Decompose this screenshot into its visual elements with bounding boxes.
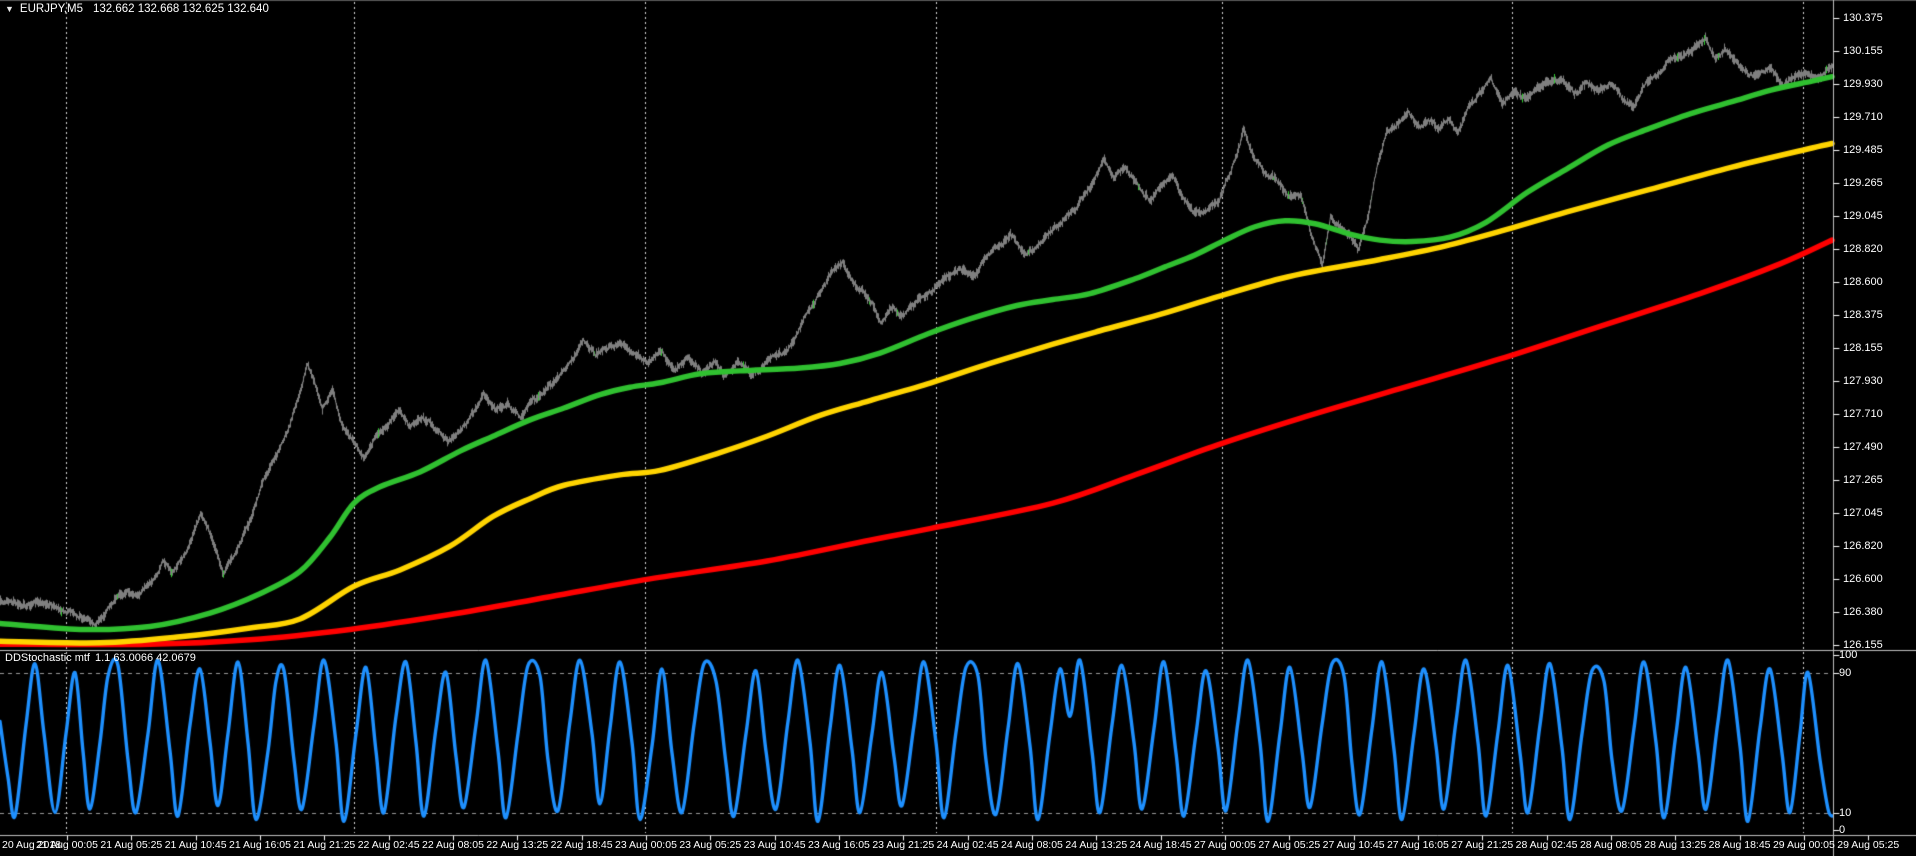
time-axis-label: 29 Aug 00:05 — [1772, 839, 1835, 851]
price-axis-label: 129.710 — [1843, 110, 1883, 123]
time-axis-label: 24 Aug 02:45 — [936, 839, 999, 851]
price-axis-label: 127.930 — [1843, 375, 1883, 388]
indicator-axis-label: 10 — [1839, 806, 1852, 819]
time-axis-label: 28 Aug 18:45 — [1708, 839, 1771, 851]
price-axis-label: 127.490 — [1843, 440, 1883, 453]
price-axis-label: 127.265 — [1843, 474, 1883, 487]
indicator-name: DDStochastic mtf — [5, 652, 90, 664]
time-axis-label: 21 Aug 05:25 — [100, 839, 163, 851]
price-axis-label: 130.155 — [1843, 44, 1883, 57]
time-axis-label: 23 Aug 05:25 — [679, 839, 742, 851]
time-axis-label: 27 Aug 16:05 — [1386, 839, 1449, 851]
time-axis-label: 21 Aug 10:45 — [164, 839, 227, 851]
price-axis-label: 129.930 — [1843, 78, 1883, 91]
price-axis-label: 127.045 — [1843, 506, 1883, 519]
price-axis-label: 128.375 — [1843, 309, 1883, 322]
time-axis-label: 23 Aug 10:45 — [743, 839, 806, 851]
time-axis-label: 24 Aug 18:45 — [1129, 839, 1192, 851]
time-axis-label: 27 Aug 00:05 — [1193, 839, 1256, 851]
time-axis-label: 29 Aug 05:25 — [1837, 839, 1900, 851]
time-axis-label: 22 Aug 02:45 — [357, 839, 420, 851]
indicator-axis-label: 100 — [1839, 649, 1858, 661]
price-axis-label: 126.600 — [1843, 572, 1883, 585]
symbol-period-label: EURJPY,M5 — [19, 3, 83, 15]
price-axis-label: 129.045 — [1843, 209, 1883, 222]
price-axis-label: 129.485 — [1843, 144, 1883, 157]
time-axis-label: 22 Aug 13:25 — [486, 839, 549, 851]
time-axis-label: 23 Aug 21:25 — [872, 839, 935, 851]
time-axis-label: 27 Aug 10:45 — [1322, 839, 1385, 851]
time-axis-label: 21 Aug 16:05 — [229, 839, 291, 851]
price-axis-label: 126.380 — [1843, 605, 1883, 618]
time-axis-label: 21 Aug 00:05 — [36, 839, 98, 851]
indicator-axis-label: 0 — [1839, 824, 1846, 836]
time-axis-label: 24 Aug 13:25 — [1065, 839, 1128, 851]
time-axis-label: 22 Aug 08:05 — [422, 839, 484, 851]
time-axis-label: 27 Aug 21:25 — [1451, 839, 1514, 851]
price-axis-label: 126.155 — [1843, 638, 1883, 651]
time-axis-label: 20 Aug 2018 — [2, 839, 61, 851]
time-axis-label: 21 Aug 21:25 — [293, 839, 356, 851]
symbol-dropdown-icon[interactable]: ▼ — [5, 4, 14, 14]
time-axis-label: 28 Aug 13:25 — [1644, 839, 1707, 851]
symbol-legend: ▼ EURJPY,M5 132.662 132.668 132.625 132.64… — [5, 3, 269, 15]
indicator-axis-label: 90 — [1839, 666, 1852, 679]
price-axis-label: 128.820 — [1843, 243, 1883, 256]
price-axis-label: 130.375 — [1843, 12, 1883, 24]
price-axis-label: 129.265 — [1843, 176, 1883, 189]
time-axis-label: 22 Aug 18:45 — [550, 839, 613, 851]
time-axis-label: 28 Aug 02:45 — [1515, 839, 1578, 851]
indicator-values: 1.1 63.0066 42.0679 — [94, 652, 196, 664]
price-axis-label: 128.155 — [1843, 341, 1883, 354]
time-axis-label: 27 Aug 05:25 — [1258, 839, 1321, 851]
price-axis-label: 128.600 — [1843, 275, 1883, 288]
time-axis-label: 23 Aug 16:05 — [808, 839, 870, 851]
time-axis-label: 24 Aug 08:05 — [1000, 839, 1063, 851]
price-axis-label: 127.710 — [1843, 407, 1883, 420]
ohlc-values: 132.662 132.668 132.625 132.640 — [92, 3, 269, 15]
time-axis-label: 28 Aug 08:05 — [1579, 839, 1642, 851]
price-axis-label: 126.820 — [1843, 540, 1883, 553]
time-axis-label: 23 Aug 00:05 — [615, 839, 677, 851]
indicator-legend: DDStochastic mtf 1.1 63.0066 42.0679 — [5, 652, 201, 664]
